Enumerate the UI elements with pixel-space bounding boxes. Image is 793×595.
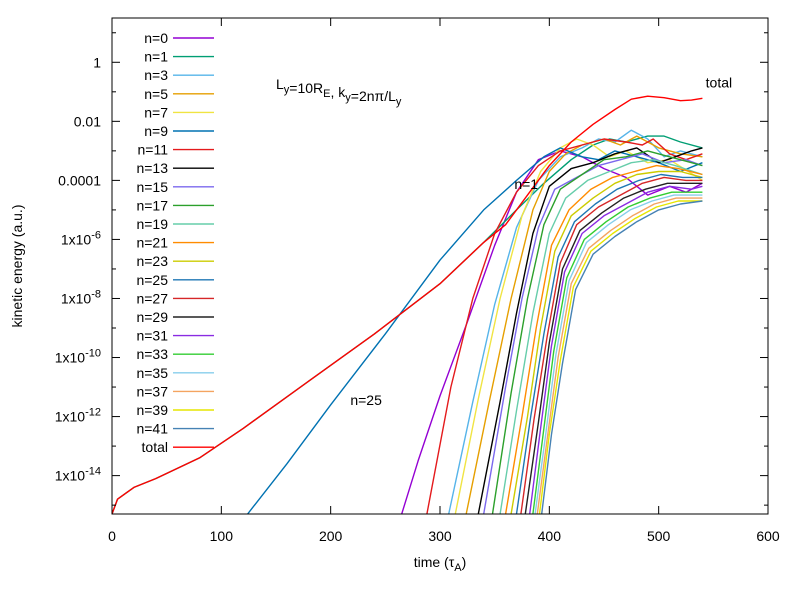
- x-tick-label: 300: [428, 528, 452, 544]
- legend-label: n=33: [136, 346, 168, 362]
- y-tick-label: 1x10-14: [55, 466, 101, 484]
- legend-label: n=17: [136, 197, 168, 213]
- legend-entry-n-3: n=3: [144, 67, 214, 83]
- legend-entry-n-39: n=39: [136, 402, 214, 418]
- annotation-total: total: [706, 74, 732, 90]
- legend: n=0 n=1 n=3 n=5 n=7 n=9 n=11 n=13 n=15 n=17 n=19 n=…: [136, 30, 214, 455]
- series-line-n-19: [499, 159, 703, 514]
- legend-entry-n-33: n=33: [136, 346, 214, 362]
- legend-entry-n-35: n=35: [136, 365, 214, 381]
- y-tick-label: 1x10-6: [61, 229, 101, 247]
- legend-label: n=25: [136, 272, 168, 288]
- legend-label: n=1: [144, 49, 168, 65]
- legend-entry-n-9: n=9: [144, 123, 214, 139]
- legend-entry-n-41: n=41: [136, 421, 214, 437]
- legend-entry-n-31: n=31: [136, 328, 214, 344]
- annotation-n1: n=1: [514, 176, 538, 192]
- series-line-n-13: [477, 147, 703, 514]
- series-line-n-21: [504, 164, 703, 514]
- legend-label: n=31: [136, 328, 168, 344]
- legend-entry-n-21: n=21: [136, 235, 214, 251]
- legend-entry-n-27: n=27: [136, 290, 214, 306]
- series-line-n-27: [520, 176, 703, 514]
- series-line-n-11: [426, 138, 703, 514]
- series-line-n-29: [524, 182, 703, 514]
- series-line-n-17: [491, 150, 703, 514]
- legend-entry-n-5: n=5: [144, 86, 214, 102]
- series-line-n-31: [529, 185, 703, 514]
- annotation-title: Ly=10RE, ky=2nπ/Ly: [276, 76, 402, 108]
- legend-entry-n-29: n=29: [136, 309, 214, 325]
- x-tick-label: 600: [756, 528, 780, 544]
- series-line-n-35: [534, 194, 703, 514]
- legend-label: n=7: [144, 104, 168, 120]
- legend-entry-n-25: n=25: [136, 272, 214, 288]
- x-tick-label: 0: [108, 528, 116, 544]
- series-line-n-41: [541, 200, 703, 514]
- tick-layer: 0 100 200 300 400 500 600 1 0.01 0.0001 1x10-6 1x10…: [55, 18, 780, 544]
- series-line-n-7: [454, 138, 703, 514]
- series-line-n-39: [538, 200, 703, 514]
- legend-entry-n-19: n=19: [136, 216, 214, 232]
- legend-entry-n-15: n=15: [136, 179, 214, 195]
- y-tick-label: 1x10-10: [55, 348, 101, 366]
- legend-label: n=35: [136, 365, 168, 381]
- legend-label: n=29: [136, 309, 168, 325]
- series-line-total: [112, 95, 703, 514]
- x-tick-label: 200: [319, 528, 343, 544]
- legend-entry-n-17: n=17: [136, 197, 214, 213]
- x-tick-label: 100: [210, 528, 234, 544]
- x-tick-label: 400: [538, 528, 562, 544]
- legend-entry-total: total: [142, 439, 214, 455]
- legend-label: n=39: [136, 402, 168, 418]
- y-tick-label: 1x10-8: [61, 288, 101, 306]
- legend-label: n=9: [144, 123, 168, 139]
- plot-background: [112, 18, 768, 514]
- legend-label: n=13: [136, 160, 168, 176]
- y-tick-label: 0.01: [74, 113, 101, 129]
- x-tick-label: 500: [647, 528, 671, 544]
- legend-label: n=11: [138, 142, 169, 158]
- series-line-n-23: [510, 170, 703, 514]
- legend-label: n=19: [136, 216, 168, 232]
- legend-label: n=41: [136, 421, 168, 437]
- series-line-n-37: [536, 197, 703, 514]
- legend-label: n=23: [136, 253, 168, 269]
- legend-label: n=5: [144, 86, 168, 102]
- legend-label: n=37: [136, 383, 168, 399]
- legend-entry-n-1: n=1: [144, 49, 214, 65]
- legend-entry-n-13: n=13: [136, 160, 214, 176]
- y-tick-label: 1: [93, 54, 101, 70]
- y-tick-label: 1x10-12: [55, 407, 101, 425]
- legend-label: total: [142, 439, 168, 455]
- legend-entry-n-0: n=0: [144, 30, 214, 46]
- series-layer: [112, 95, 703, 514]
- legend-entry-n-37: n=37: [136, 383, 214, 399]
- legend-label: n=3: [144, 67, 168, 83]
- annotations: Ly=10RE, ky=2nπ/Ly total n=1 n=25: [276, 74, 732, 407]
- legend-label: n=15: [136, 179, 168, 195]
- legend-entry-n-7: n=7: [144, 104, 214, 120]
- annotation-n25: n=25: [350, 392, 382, 408]
- series-line-n-25: [515, 173, 703, 514]
- y-tick-label: 0.0001: [58, 172, 101, 188]
- legend-entry-n-11: n=11: [138, 142, 214, 158]
- legend-label: n=21: [136, 235, 168, 251]
- x-axis-title: time (τA): [414, 554, 467, 574]
- series-line-n-33: [532, 191, 703, 514]
- legend-label: n=27: [136, 290, 168, 306]
- legend-entry-n-23: n=23: [136, 253, 214, 269]
- y-axis-title: kinetic energy (a.u.): [9, 205, 25, 328]
- legend-label: n=0: [144, 30, 168, 46]
